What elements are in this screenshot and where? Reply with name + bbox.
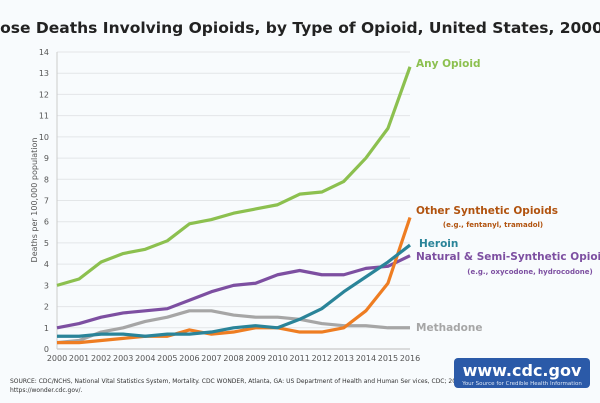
- y-tick-label: 5: [44, 239, 49, 248]
- x-tick-label: 2016: [400, 354, 420, 363]
- y-tick-label: 14: [39, 48, 49, 57]
- series-label-2: Methadone: [416, 322, 482, 334]
- x-tick-label: 2004: [135, 354, 155, 363]
- y-tick-label: 12: [39, 90, 49, 99]
- y-tick-label: 2: [44, 303, 49, 312]
- logo-url: www.cdc.gov: [463, 361, 582, 380]
- series-line-0: [56, 66, 412, 287]
- series-label-3: Other Synthetic Opioids: [416, 205, 558, 217]
- series-label-1: Natural & Semi-Synthetic Opioids: [416, 251, 600, 263]
- series-label-0: Any Opioid: [416, 58, 480, 70]
- x-tick-label: 2007: [201, 354, 221, 363]
- y-tick-label: 4: [44, 260, 49, 269]
- y-tick-label: 9: [44, 154, 49, 163]
- x-tick-label: 2003: [113, 354, 133, 363]
- series-sublabel-1: (e.g., oxycodone, hydrocodone): [467, 268, 592, 276]
- x-tick-label: 2008: [223, 354, 243, 363]
- x-tick-label: 2006: [179, 354, 199, 363]
- y-tick-label: 10: [39, 133, 49, 142]
- x-tick-label: 2000: [47, 354, 67, 363]
- source-line-1: SOURCE: CDC/NCHS, National Vital Statist…: [10, 378, 466, 385]
- series-line-3: [57, 216, 412, 345]
- y-tick-label: 8: [44, 175, 49, 184]
- y-tick-label: 13: [39, 69, 49, 78]
- x-tick-label: 2014: [356, 354, 376, 363]
- logo-tagline: Your Source for Credible Health Informat…: [461, 381, 582, 387]
- x-tick-label: 2013: [334, 354, 354, 363]
- y-tick-label: 6: [44, 218, 49, 227]
- source-line-2: https://wonder.cdc.gov/.: [10, 387, 83, 394]
- x-tick-label: 2012: [312, 354, 332, 363]
- y-tick-label: 3: [44, 281, 49, 290]
- series-label-4: Heroin: [419, 238, 458, 250]
- y-tick-label: 11: [39, 112, 49, 121]
- x-tick-label: 2002: [91, 354, 111, 363]
- x-tick-label: 2009: [245, 354, 265, 363]
- chart-title: Overdose Deaths Involving Opioids, by Ty…: [0, 19, 600, 37]
- x-tick-label: 2001: [69, 354, 89, 363]
- series-sublabel-3: (e.g., fentanyl, tramadol): [443, 221, 543, 229]
- x-tick-label: 2005: [157, 354, 177, 363]
- y-tick-label: 7: [44, 197, 49, 206]
- x-tick-label: 2015: [378, 354, 398, 363]
- x-tick-label: 2011: [290, 354, 310, 363]
- x-tick-label: 2010: [267, 354, 287, 363]
- cdc-logo[interactable]: www.cdc.gov Your Source for Credible Hea…: [454, 358, 590, 388]
- y-tick-label: 1: [44, 324, 49, 333]
- y-axis-label: Deaths per 100,000 population: [30, 138, 39, 263]
- y-tick-label: 0: [44, 345, 49, 354]
